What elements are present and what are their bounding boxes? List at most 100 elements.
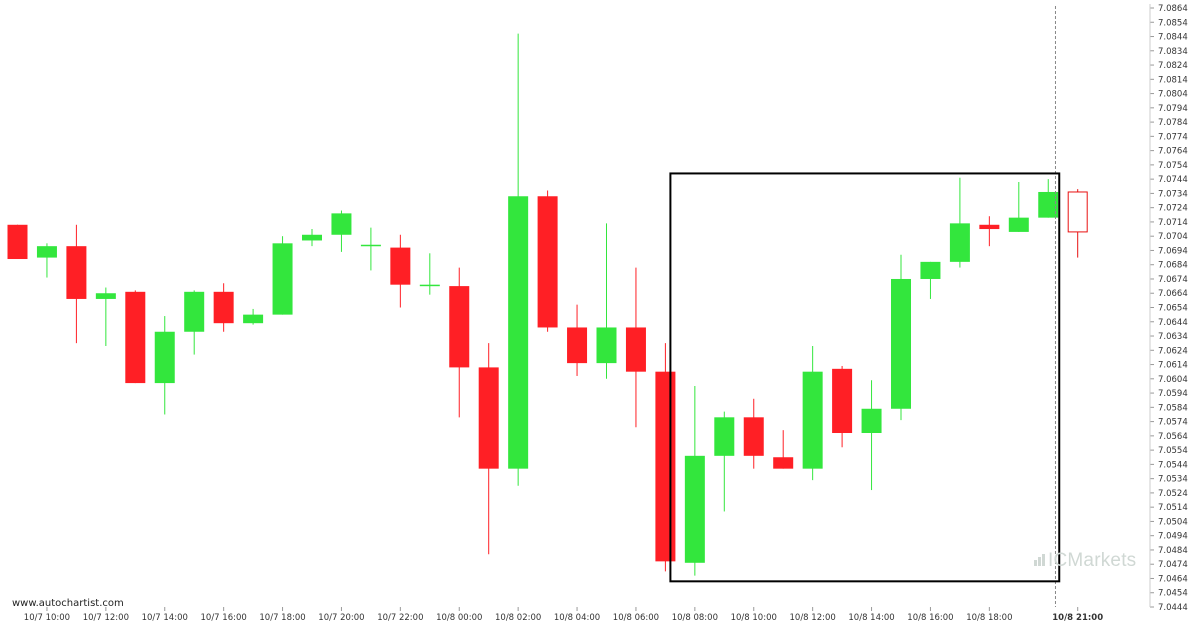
y-tick-label: 7.0784 xyxy=(1158,118,1188,128)
y-tick-label: 7.0844 xyxy=(1158,33,1188,43)
y-tick-label: 7.0634 xyxy=(1158,332,1188,342)
candle-body xyxy=(1067,191,1088,233)
candle-body xyxy=(567,327,588,364)
candle-body xyxy=(243,314,264,324)
y-tick-label: 7.0614 xyxy=(1158,361,1188,371)
y-tick-label: 7.0694 xyxy=(1158,246,1188,256)
y-tick-label: 7.0764 xyxy=(1158,147,1188,157)
x-tick-label: 10/7 12:00 xyxy=(83,613,129,623)
candle xyxy=(302,229,322,247)
candle-body xyxy=(36,246,57,258)
brand-bars-icon xyxy=(1034,550,1046,572)
y-tick-label: 7.0854 xyxy=(1158,18,1188,28)
y-tick-label: 7.0794 xyxy=(1158,104,1188,114)
candle-body xyxy=(714,417,735,456)
y-tick-label: 7.0504 xyxy=(1158,517,1188,527)
y-tick-label: 7.0644 xyxy=(1158,318,1188,328)
candle-body xyxy=(360,244,381,247)
candle-body xyxy=(154,331,175,384)
candle-body xyxy=(1008,217,1029,232)
candle xyxy=(537,190,558,332)
x-tick-label: 10/8 21:00 xyxy=(1052,613,1103,623)
candle xyxy=(891,254,911,421)
x-tick-label: 10/7 20:00 xyxy=(318,613,364,623)
candle xyxy=(390,234,411,308)
watermark-text: www.autochartist.com xyxy=(12,598,124,609)
y-tick-label: 7.0864 xyxy=(1158,4,1188,14)
candle-body xyxy=(66,246,87,299)
candle-body xyxy=(449,286,470,368)
candle xyxy=(419,253,440,295)
candle-body xyxy=(390,247,411,285)
candle xyxy=(213,283,234,332)
y-tick-label: 7.0574 xyxy=(1158,418,1188,428)
candle xyxy=(95,287,116,347)
y-tick-label: 7.0824 xyxy=(1158,61,1188,71)
y-tick-label: 7.0444 xyxy=(1158,603,1188,613)
y-tick-label: 7.0464 xyxy=(1158,574,1188,584)
candle xyxy=(1008,181,1029,232)
candle xyxy=(1038,179,1059,218)
candle xyxy=(743,398,764,469)
candle-body xyxy=(920,261,941,279)
candle xyxy=(802,346,823,481)
candle-body xyxy=(1038,191,1059,218)
candle xyxy=(684,385,705,576)
candle xyxy=(1067,189,1088,258)
candle-body xyxy=(184,291,205,332)
y-tick-label: 7.0604 xyxy=(1158,375,1188,385)
candle xyxy=(508,33,529,486)
candle xyxy=(360,227,381,271)
y-tick-label: 7.0744 xyxy=(1158,175,1188,185)
x-tick-label: 10/8 06:00 xyxy=(613,613,659,623)
y-tick-label: 7.0654 xyxy=(1158,304,1188,314)
candle xyxy=(714,411,735,512)
x-tick-label: 10/8 18:00 xyxy=(966,613,1012,623)
candle xyxy=(949,177,970,268)
candle-body xyxy=(419,284,440,287)
x-tick-label: 10/7 14:00 xyxy=(142,613,188,623)
x-tick-label: 10/8 16:00 xyxy=(907,613,953,623)
candle xyxy=(449,267,470,418)
candle-body xyxy=(508,196,529,469)
brand-text: ICMarkets xyxy=(1048,550,1137,571)
candle xyxy=(243,308,264,325)
x-tick-label: 10/7 16:00 xyxy=(201,613,247,623)
y-tick-label: 7.0684 xyxy=(1158,261,1188,271)
y-tick-label: 7.0664 xyxy=(1158,289,1188,299)
y-tick-label: 7.0474 xyxy=(1158,560,1188,570)
candle-body xyxy=(272,243,293,315)
candle xyxy=(272,236,293,315)
y-tick-label: 7.0814 xyxy=(1158,75,1188,85)
candle-body xyxy=(832,368,853,434)
y-tick-label: 7.0834 xyxy=(1158,47,1188,57)
x-tick-label: 10/8 14:00 xyxy=(848,613,894,623)
y-tick-label: 7.0454 xyxy=(1158,589,1188,599)
candle-body xyxy=(213,291,234,324)
candle xyxy=(66,224,87,344)
candle xyxy=(920,261,941,299)
x-tick-label: 10/8 00:00 xyxy=(436,613,482,623)
candle-body xyxy=(861,408,882,434)
x-tick-label: 10/8 04:00 xyxy=(554,613,600,623)
candle xyxy=(478,343,499,555)
y-tick-label: 7.0524 xyxy=(1158,489,1188,499)
candle xyxy=(154,316,175,415)
candle-body xyxy=(331,213,352,235)
candle-body xyxy=(302,234,322,241)
y-tick-label: 7.0774 xyxy=(1158,132,1188,142)
x-tick-label: 10/7 10:00 xyxy=(24,613,70,623)
x-tick-label: 10/8 10:00 xyxy=(731,613,777,623)
candle xyxy=(596,223,617,379)
candle xyxy=(36,243,57,278)
candle xyxy=(861,380,882,491)
candle xyxy=(567,304,588,376)
candle-body xyxy=(773,457,794,469)
brand-logo: ICMarkets xyxy=(1034,550,1136,572)
candle xyxy=(331,210,352,252)
candle-body xyxy=(891,278,911,409)
candle xyxy=(979,216,1000,247)
candle-body xyxy=(802,371,823,469)
candle-body xyxy=(596,327,617,364)
